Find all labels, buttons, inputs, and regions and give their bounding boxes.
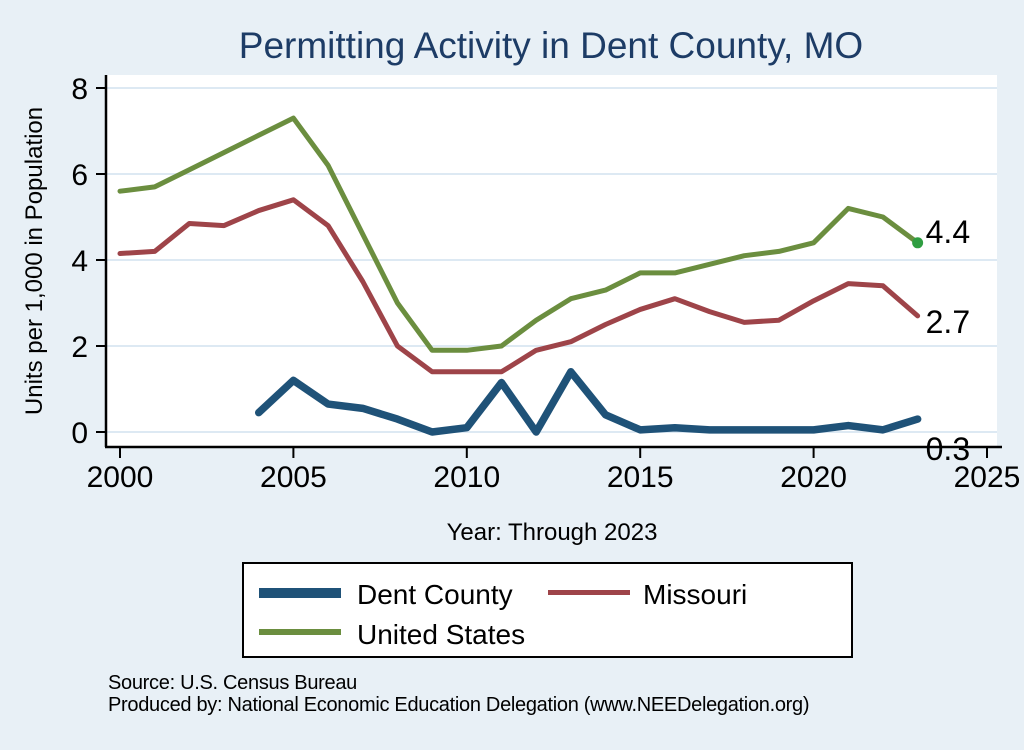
y-axis-title: Units per 1,000 in Population <box>21 107 48 415</box>
dent-county-end-value: 0.3 <box>926 431 970 467</box>
x-tick-label: 2010 <box>433 461 500 494</box>
legend-swatch-dent-county <box>259 588 341 598</box>
missouri-line <box>117 197 921 375</box>
x-tick-label: 2005 <box>260 461 327 494</box>
gridlines <box>107 87 997 433</box>
legend-box <box>242 562 853 658</box>
united-states-end-marker <box>912 237 924 249</box>
y-tick-label: 8 <box>71 73 88 106</box>
x-tick-label: 2025 <box>954 461 1021 494</box>
legend-label-missouri: Missouri <box>643 579 747 610</box>
united-states-line <box>117 115 921 353</box>
y-tick-label: 0 <box>71 417 88 450</box>
legend-swatch-missouri <box>548 590 630 595</box>
legend-swatch-united-states <box>259 629 341 635</box>
legend-label-dent-county: Dent County <box>357 579 513 610</box>
series-end-value-labels: 0.3 2.7 4.4 <box>926 214 970 467</box>
x-tick-label: 2000 <box>87 461 154 494</box>
chart-title: Permitting Activity in Dent County, MO <box>239 25 863 66</box>
legend: Dent County Missouri United States <box>242 562 853 658</box>
y-tick-label: 2 <box>71 331 88 364</box>
x-tick-label: 2020 <box>780 461 847 494</box>
y-tick-label: 6 <box>71 159 88 192</box>
produced-by-note: Produced by: National Economic Education… <box>108 694 809 716</box>
data-series <box>117 115 924 436</box>
x-tick-label: 2015 <box>607 461 674 494</box>
missouri-end-value: 2.7 <box>926 304 970 340</box>
x-axis-ticks: 2000 2005 2010 2015 2020 2025 <box>87 447 1021 494</box>
dent-county-line <box>254 368 922 436</box>
x-axis-title: Year: Through 2023 <box>447 519 658 546</box>
y-tick-label: 4 <box>71 245 88 278</box>
y-axis-ticks: 0 2 4 6 8 <box>71 73 106 450</box>
legend-label-united-states: United States <box>357 619 525 650</box>
source-note: Source: U.S. Census Bureau <box>108 672 357 694</box>
united-states-end-value: 4.4 <box>926 214 970 250</box>
